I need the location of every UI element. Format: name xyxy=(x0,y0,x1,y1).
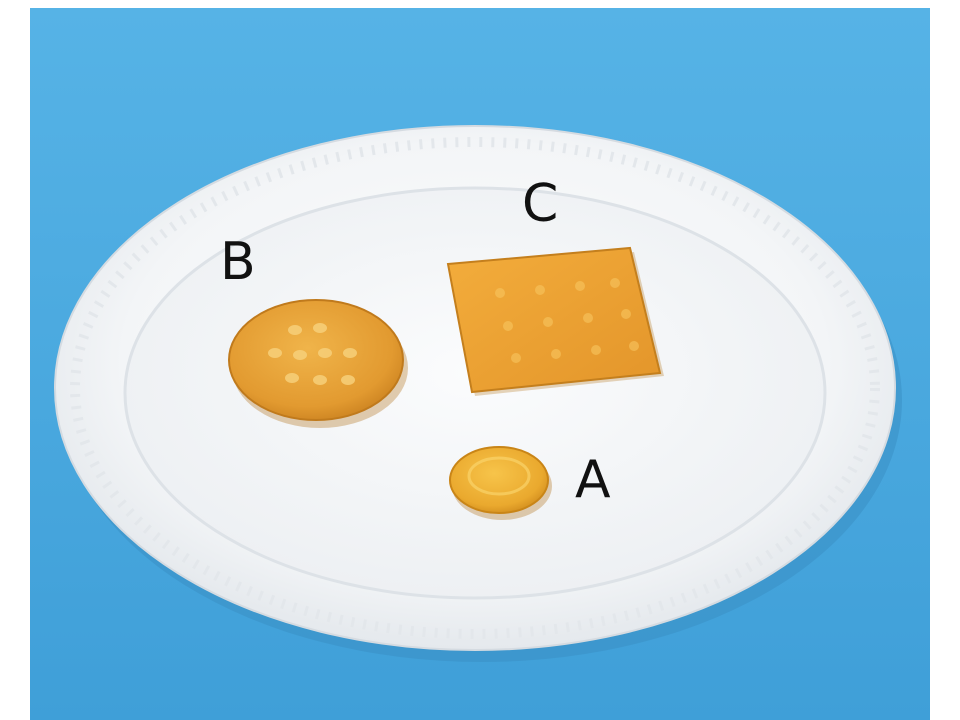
scene-illustration xyxy=(30,8,930,720)
cracker-b xyxy=(228,299,408,428)
plate-well xyxy=(123,186,827,600)
cracker-a xyxy=(449,446,552,520)
label-c: C xyxy=(522,174,559,234)
cracker-c xyxy=(446,246,664,396)
label-a: A xyxy=(575,450,611,510)
label-b: B xyxy=(220,232,256,292)
plate-rim-ridges xyxy=(70,137,880,639)
photo-scene: B C A xyxy=(30,8,930,720)
